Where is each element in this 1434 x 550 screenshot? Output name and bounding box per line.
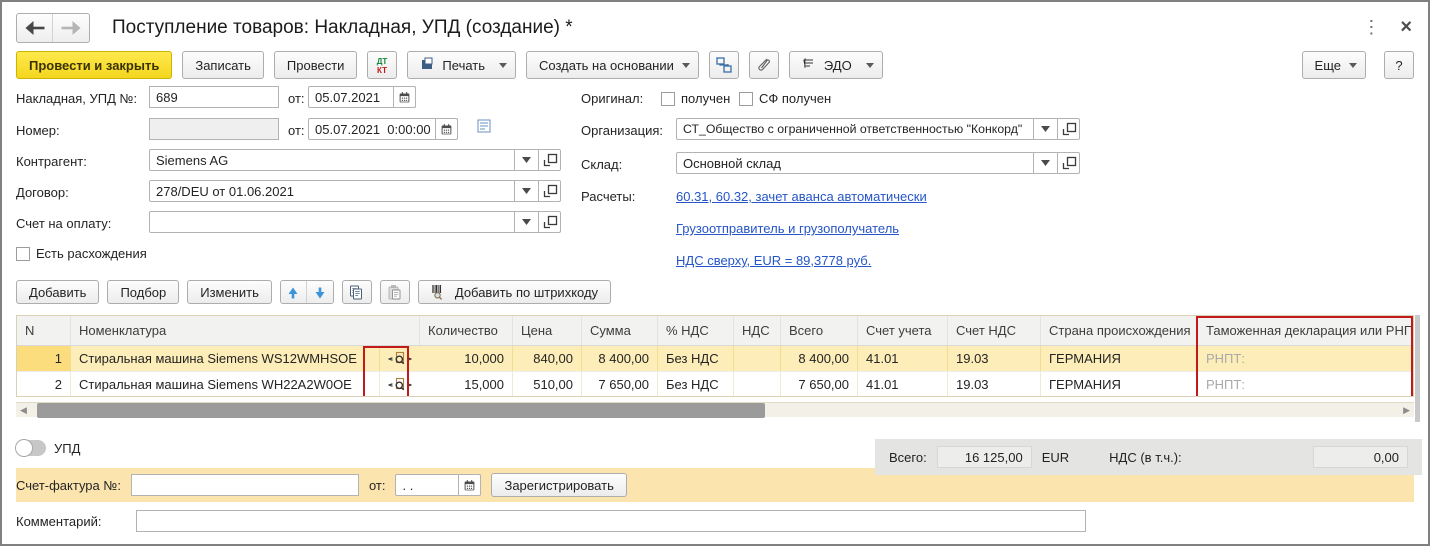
- svg-text:ДТ: ДТ: [377, 57, 388, 66]
- svg-text:КТ: КТ: [377, 66, 387, 75]
